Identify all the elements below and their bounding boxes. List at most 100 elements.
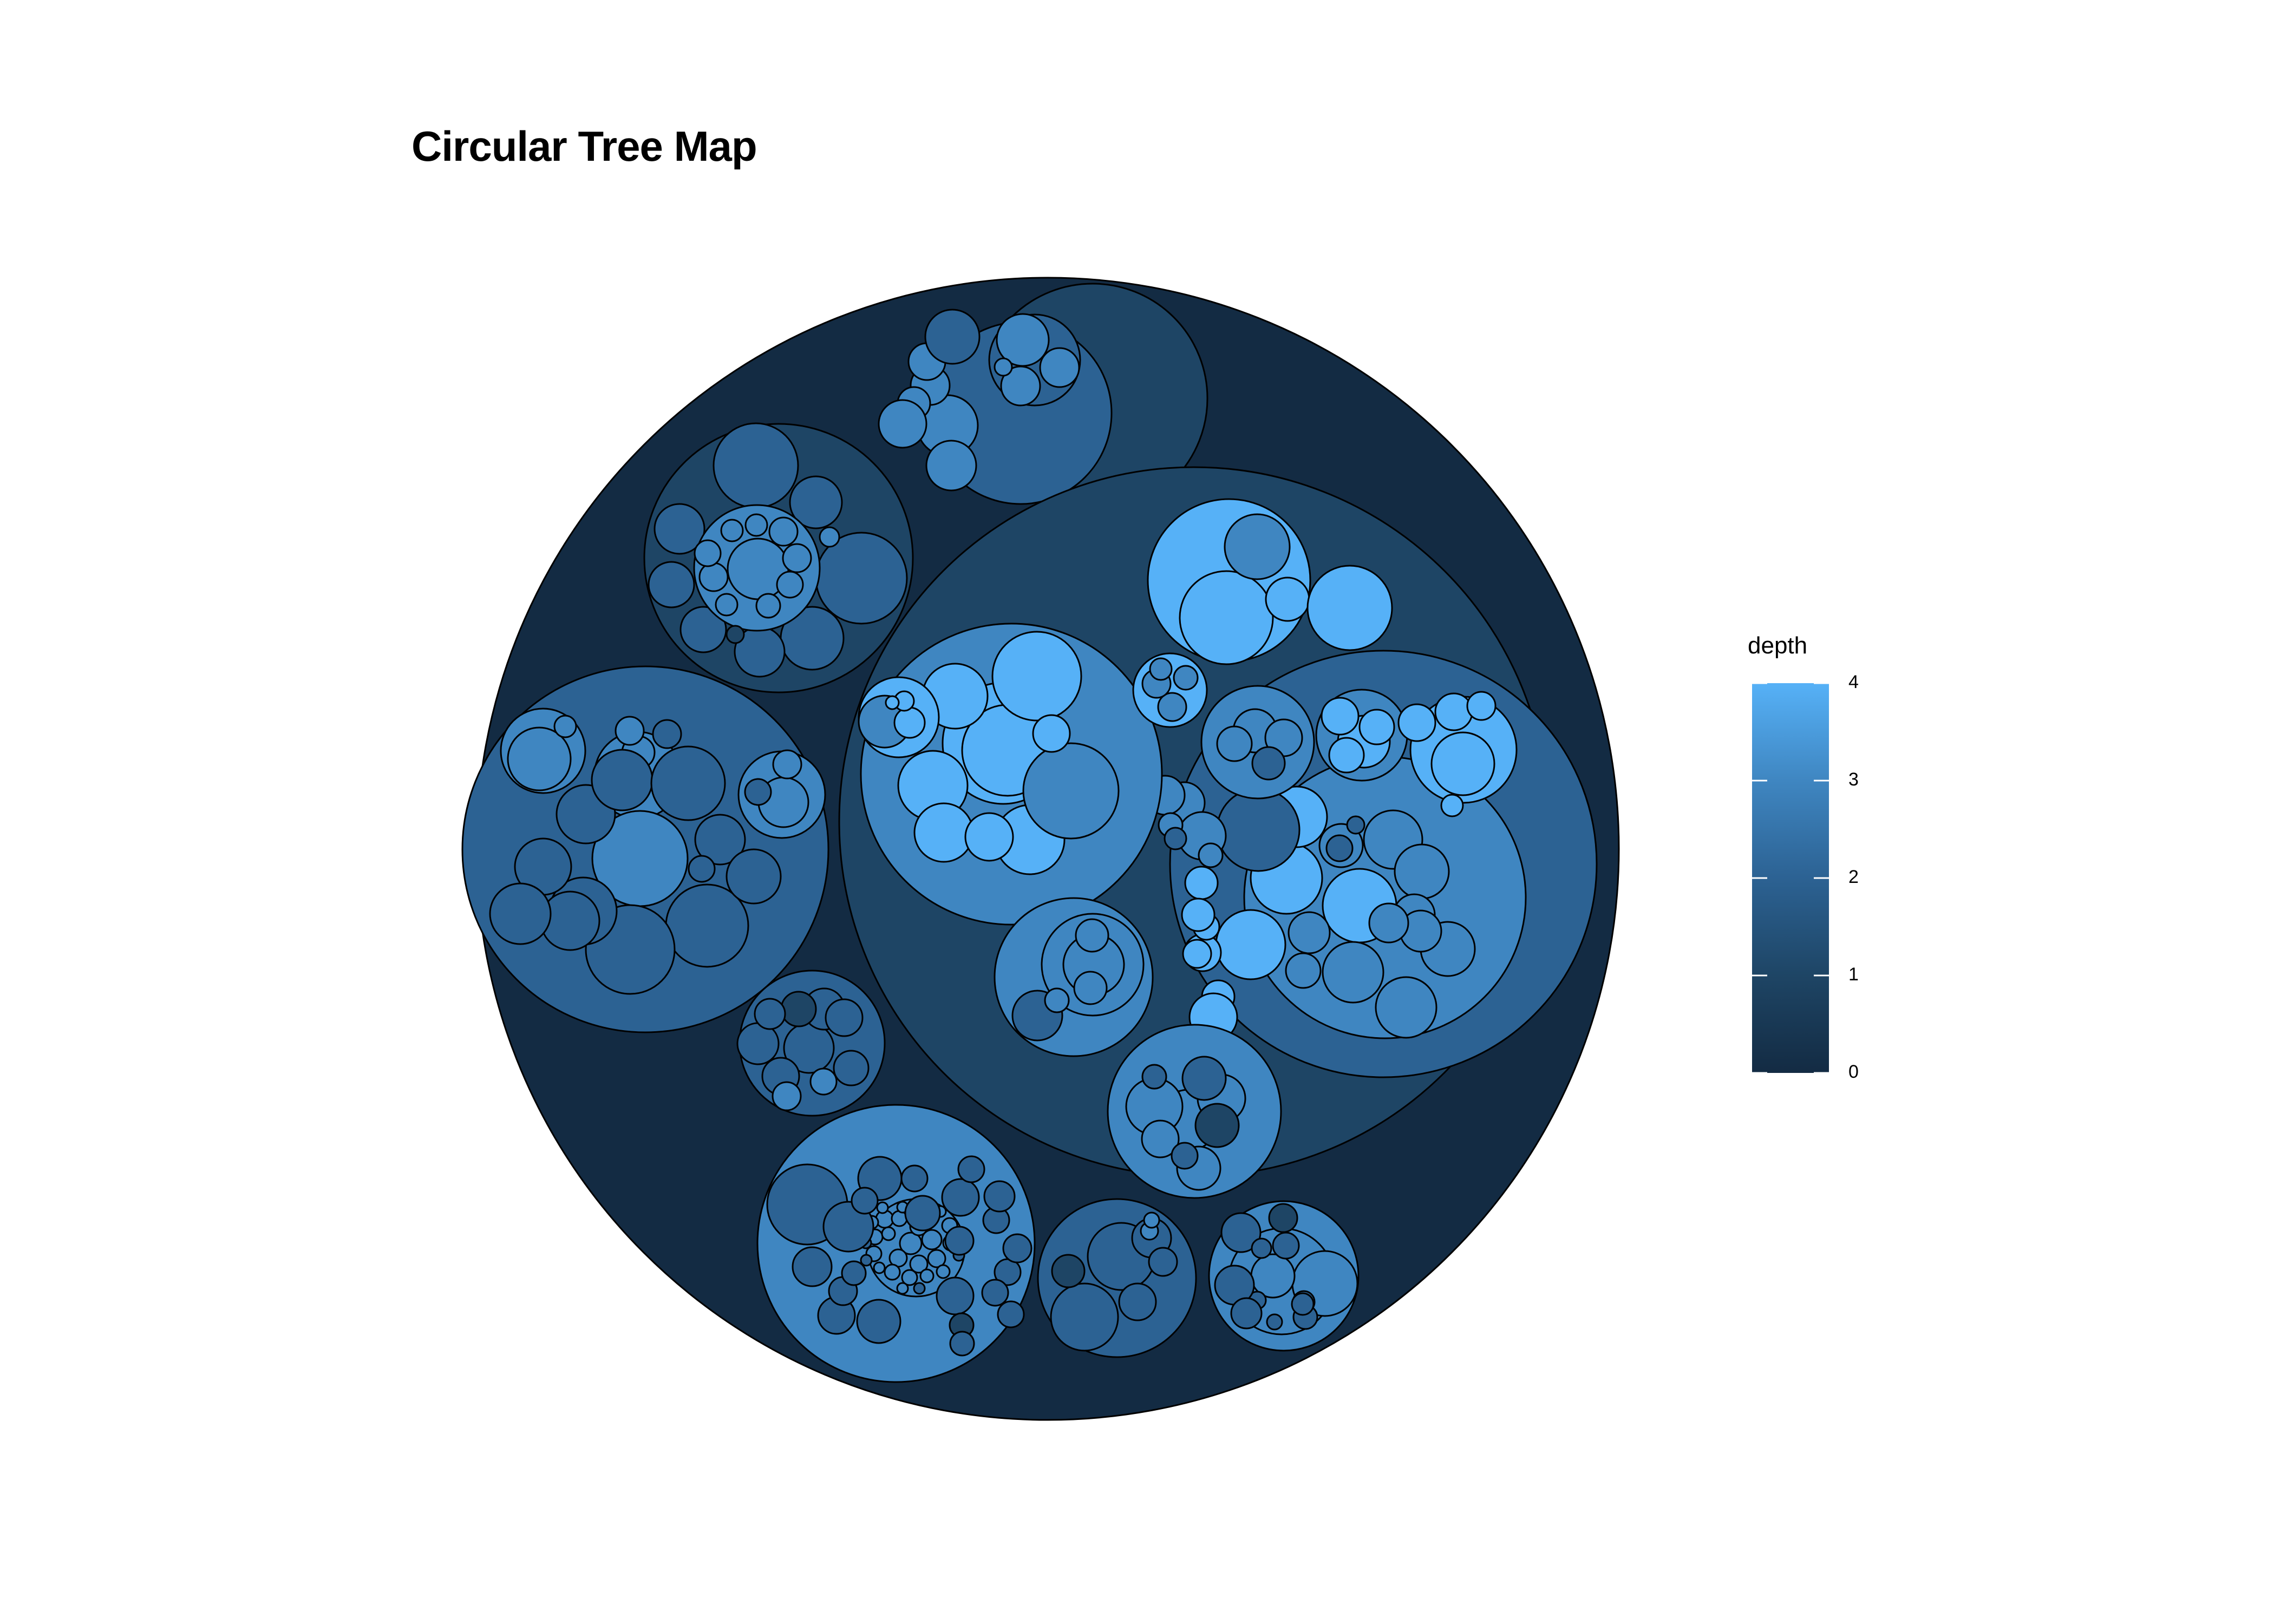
circle-node-depth-3 [919,1268,935,1284]
circle-node-depth-3 [1143,1212,1160,1229]
circle-node-depth-2 [1220,1212,1262,1253]
circle-node-depth-3 [698,562,729,592]
circle-node-depth-4 [1358,709,1395,745]
circle-node-depth-2 [1266,1313,1283,1331]
circle-node-depth-4 [991,631,1082,722]
circles-layer [461,277,1620,1421]
circle-node-depth-3 [1368,902,1409,944]
circle-node-depth-3 [553,715,577,738]
circle-node-depth-3 [899,1232,923,1255]
circle-node-depth-2 [833,1050,870,1086]
circle-node-depth-2 [679,606,727,653]
circle-node-depth-2 [1181,1056,1227,1101]
circle-node-depth-3 [1375,976,1437,1039]
circle-node-depth-2 [1148,1247,1178,1277]
circle-node-depth-2 [713,422,799,509]
circle-node-depth-3 [809,1068,838,1096]
circle-node-depth-2 [1346,815,1365,835]
circle-node-depth-2 [744,778,772,806]
circle-node-depth-1 [726,625,745,644]
circle-node-depth-2 [949,1331,975,1357]
circle-node-depth-4 [1184,866,1219,900]
circle-node-depth-4 [1328,737,1365,774]
circle-node-depth-3 [768,516,799,547]
circle-node-depth-3 [994,357,1013,377]
circle-node-depth-3 [1198,842,1224,868]
circle-node-depth-2 [983,1180,1016,1213]
circle-node-depth-2 [648,561,695,608]
circle-node-depth-4 [964,812,1014,862]
circle-node-depth-2 [1272,1232,1300,1260]
circle-node-depth-2 [591,749,654,811]
circle-node-depth-2 [913,1282,926,1295]
circle-node-depth-2 [1291,1292,1315,1316]
legend-tick-label-0: 0 [1848,1062,1859,1082]
circle-node-depth-4 [1306,565,1393,651]
circle-node-depth-4 [1440,794,1464,817]
circle-node-depth-3 [1285,952,1322,989]
circle-node-depth-2 [1325,834,1354,862]
legend-tick-label-2: 2 [1848,867,1859,887]
circle-node-depth-3 [1000,365,1041,407]
circle-node-depth-2 [792,1246,833,1287]
circle-node-depth-4 [1182,939,1212,969]
circle-node-depth-3 [1022,742,1120,840]
circle-node-depth-2 [489,882,552,945]
circle-node-depth-3 [1173,665,1199,691]
circle-node-depth-4 [1265,577,1310,622]
circle-node-depth-2 [841,1260,867,1286]
circle-node-depth-3 [772,1081,802,1111]
circle-node-depth-2 [825,998,864,1037]
circle-node-depth-3 [1075,918,1109,953]
circle-node-depth-3 [694,539,722,567]
circle-node-depth-2 [957,1155,985,1183]
circle-node-depth-2 [1230,1297,1263,1330]
circle-node-depth-3 [1044,987,1070,1013]
circle-node-depth-3 [1216,725,1253,762]
circle-node-depth-3 [1224,513,1291,580]
circle-node-depth-4 [1032,714,1071,753]
circle-node-depth-4 [1215,909,1286,980]
circle-node-depth-4 [1397,703,1436,742]
circle-node-depth-2 [941,1178,980,1217]
circle-node-depth-3 [776,571,804,599]
circle-node-depth-2 [997,1300,1025,1328]
circle-node-depth-4 [1181,898,1216,932]
circle-node-depth-2 [822,1201,874,1253]
circle-node-depth-4 [1321,697,1360,736]
legend-title: depth [1748,632,1808,659]
circle-node-depth-3 [878,399,927,449]
circle-node-depth-2 [1251,746,1286,781]
circle-node-depth-2 [1118,1282,1157,1321]
circle-node-depth-3 [507,726,572,791]
circle-node-depth-2 [856,1299,901,1344]
circle-node-depth-1 [780,991,817,1027]
circle-node-depth-3 [1141,1119,1180,1158]
circle-node-depth-3 [876,1201,889,1214]
circle-node-depth-3 [896,1282,909,1295]
circle-node-depth-3 [884,1263,901,1281]
circle-node-depth-2 [726,848,782,905]
legend-tick-label-3: 3 [1848,769,1859,790]
circle-node-depth-3 [1322,941,1384,1004]
circle-node-depth-2 [654,503,705,555]
circle-node-depth-3 [1394,843,1450,900]
circle-node-depth-2 [694,814,746,866]
circle-node-depth-1 [1051,1254,1086,1288]
circle-node-depth-3 [782,543,812,573]
circle-node-depth-2 [936,1276,975,1315]
circle-node-depth-3 [615,716,645,746]
circle-node-depth-3 [921,1229,943,1250]
circle-node-depth-3 [925,440,977,492]
chart-title: Circular Tree Map [411,122,757,170]
circle-node-depth-2 [1002,1233,1033,1263]
circle-node-depth-3 [772,749,802,780]
circle-node-depth-3 [1157,692,1187,722]
circle-node-depth-2 [924,309,981,365]
circle-node-depth-3 [881,1226,896,1241]
circle-node-depth-3 [927,1249,946,1268]
circle-node-depth-2 [1216,788,1301,872]
circle-node-depth-3 [819,526,840,548]
